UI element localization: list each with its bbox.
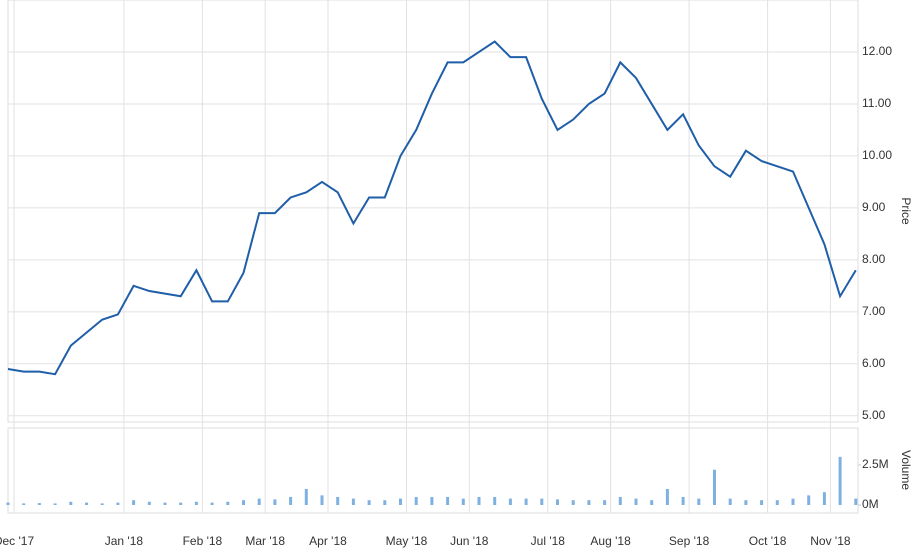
y-axis-title: Price bbox=[899, 197, 913, 225]
x-tick-label: Apr '18 bbox=[309, 534, 347, 548]
volume-bar bbox=[822, 492, 826, 505]
volume-bar bbox=[163, 502, 167, 505]
volume-bar bbox=[399, 498, 402, 505]
volume-bar bbox=[665, 488, 669, 505]
x-tick-label: May '18 bbox=[386, 534, 428, 548]
volume-bar bbox=[697, 498, 701, 505]
volume-bar bbox=[587, 500, 591, 505]
volume-bar bbox=[430, 496, 434, 505]
x-tick-label: Jul '18 bbox=[531, 534, 566, 548]
y-tick-label: 2.5M bbox=[862, 457, 889, 471]
x-tick-label: Sep '18 bbox=[669, 534, 710, 548]
volume-bar bbox=[477, 496, 481, 505]
volume-bar bbox=[116, 502, 120, 505]
volume-bar bbox=[681, 496, 685, 505]
volume-bar bbox=[85, 502, 88, 505]
volume-bar bbox=[744, 500, 748, 505]
x-tick-label: Mar '18 bbox=[245, 534, 285, 548]
x-tick-label: Jan '18 bbox=[105, 534, 144, 548]
volume-bar bbox=[147, 501, 151, 505]
volume-bar bbox=[493, 496, 497, 505]
volume-bar bbox=[508, 498, 512, 505]
y-tick-label: 11.00 bbox=[862, 96, 891, 110]
volume-bar bbox=[226, 501, 230, 505]
x-tick-label: Feb '18 bbox=[183, 534, 223, 548]
volume-bar bbox=[132, 500, 136, 505]
volume-bar bbox=[634, 498, 638, 505]
volume-bar bbox=[242, 500, 245, 505]
volume-bar bbox=[728, 498, 732, 505]
volume-bar bbox=[210, 502, 214, 505]
volume-bar bbox=[775, 500, 779, 505]
x-tick-label: Nov '18 bbox=[810, 534, 851, 548]
y-tick-label: 0M bbox=[862, 497, 879, 511]
volume-bar bbox=[336, 496, 340, 505]
volume-bar bbox=[6, 502, 10, 505]
volume-bar bbox=[320, 495, 324, 505]
x-tick-label: Jun '18 bbox=[450, 534, 489, 548]
volume-bar bbox=[461, 498, 465, 505]
volume-bar bbox=[556, 499, 559, 505]
volume-bar bbox=[289, 496, 293, 505]
volume-bar bbox=[100, 503, 104, 505]
volume-bar bbox=[37, 503, 41, 505]
volume-bar bbox=[304, 488, 308, 505]
volume-bar bbox=[257, 498, 261, 505]
volume-bar bbox=[791, 498, 795, 505]
volume-bar bbox=[540, 498, 544, 505]
volume-bar bbox=[194, 501, 198, 505]
y-tick-label: 5.00 bbox=[862, 408, 886, 422]
volume-panel bbox=[7, 427, 859, 514]
volume-bar bbox=[807, 495, 811, 505]
volume-bar bbox=[446, 496, 450, 505]
y-tick-label: 8.00 bbox=[862, 252, 886, 266]
volume-bar bbox=[69, 501, 73, 505]
y-axis-title: Volume bbox=[899, 450, 913, 490]
volume-bar bbox=[414, 496, 418, 505]
volume-bar bbox=[179, 502, 183, 505]
volume-bar bbox=[618, 496, 622, 505]
volume-bar bbox=[22, 503, 26, 505]
volume-bar bbox=[53, 503, 57, 505]
price-line bbox=[7, 40, 857, 376]
volume-bar bbox=[760, 500, 764, 505]
y-tick-label: 7.00 bbox=[862, 304, 886, 318]
volume-bar bbox=[650, 500, 654, 505]
volume-bar bbox=[524, 498, 528, 505]
volume-bar bbox=[351, 498, 355, 505]
volume-bar bbox=[571, 500, 575, 505]
x-tick-label: Oct '18 bbox=[749, 534, 787, 548]
price-panel bbox=[7, 0, 859, 423]
y-tick-label: 9.00 bbox=[862, 200, 886, 214]
volume-bar bbox=[854, 498, 858, 505]
y-tick-label: 6.00 bbox=[862, 356, 886, 370]
y-tick-label: 12.00 bbox=[862, 44, 892, 58]
y-tick-label: 10.00 bbox=[862, 148, 892, 162]
x-tick-label: Dec '17 bbox=[0, 534, 34, 548]
volume-bar bbox=[603, 500, 607, 505]
volume-bar bbox=[383, 500, 387, 505]
x-tick-label: Aug '18 bbox=[590, 534, 631, 548]
volume-bar bbox=[713, 469, 716, 505]
volume-bar bbox=[838, 456, 842, 505]
volume-bar bbox=[273, 499, 277, 505]
volume-bar bbox=[367, 500, 371, 505]
